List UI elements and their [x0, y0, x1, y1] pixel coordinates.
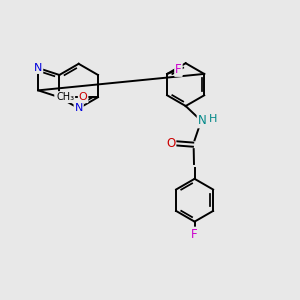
Text: N: N: [34, 63, 42, 73]
Text: F: F: [191, 228, 198, 241]
Text: F: F: [175, 63, 182, 76]
Text: N: N: [74, 103, 83, 113]
Text: H: H: [209, 114, 218, 124]
Text: O: O: [166, 137, 176, 150]
Text: O: O: [79, 92, 88, 102]
Text: CH₃: CH₃: [56, 92, 74, 102]
Text: N: N: [55, 92, 64, 102]
Text: N: N: [198, 114, 206, 128]
